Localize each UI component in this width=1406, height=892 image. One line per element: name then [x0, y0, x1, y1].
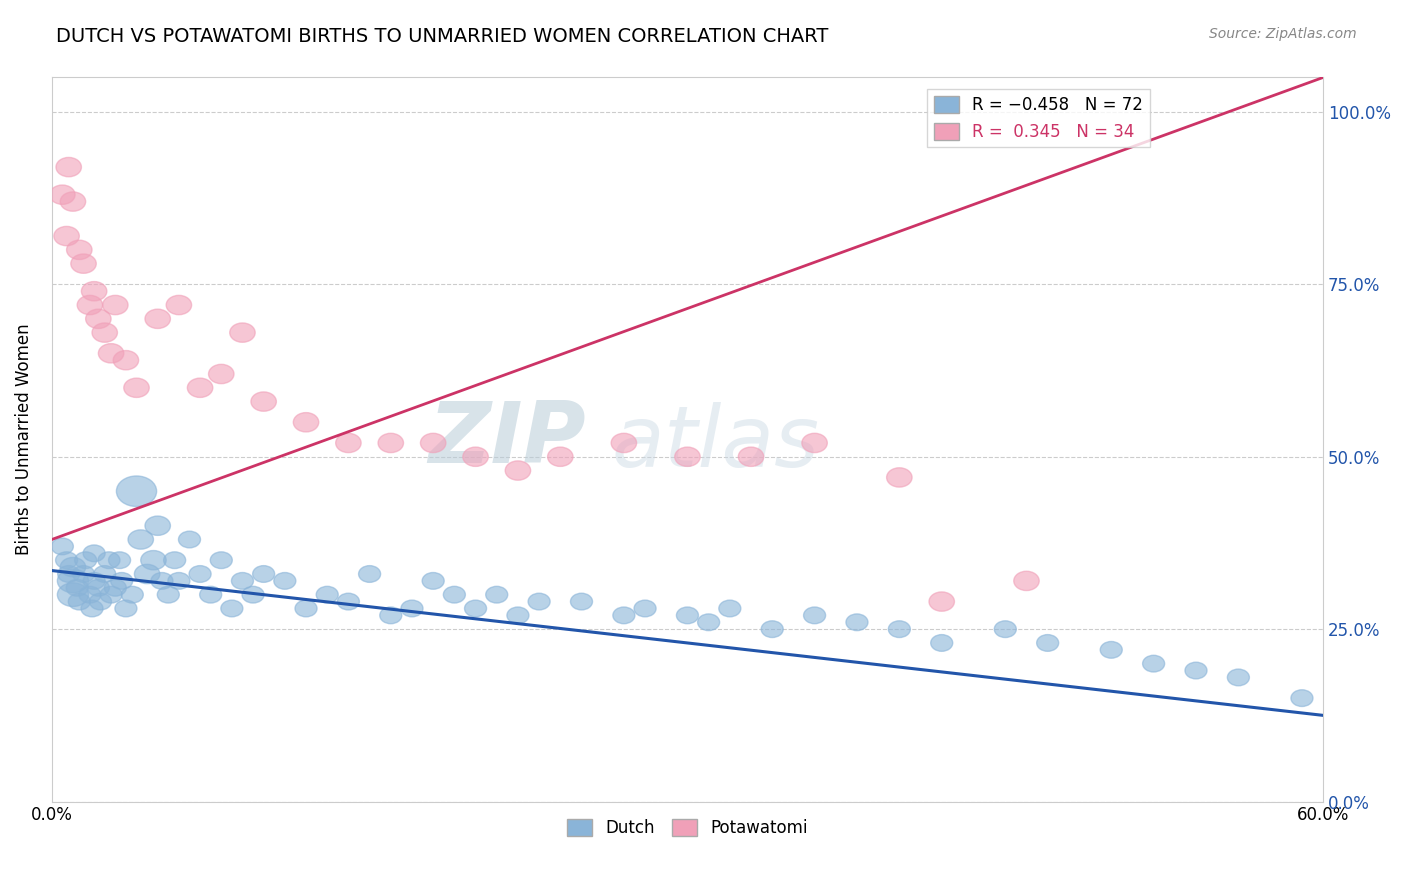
Legend: Dutch, Potawatomi: Dutch, Potawatomi	[561, 813, 814, 844]
Y-axis label: Births to Unmarried Women: Births to Unmarried Women	[15, 324, 32, 556]
Text: DUTCH VS POTAWATOMI BIRTHS TO UNMARRIED WOMEN CORRELATION CHART: DUTCH VS POTAWATOMI BIRTHS TO UNMARRIED …	[56, 27, 828, 45]
Text: Source: ZipAtlas.com: Source: ZipAtlas.com	[1209, 27, 1357, 41]
Text: atlas: atlas	[612, 401, 820, 484]
Text: ZIP: ZIP	[427, 398, 586, 481]
